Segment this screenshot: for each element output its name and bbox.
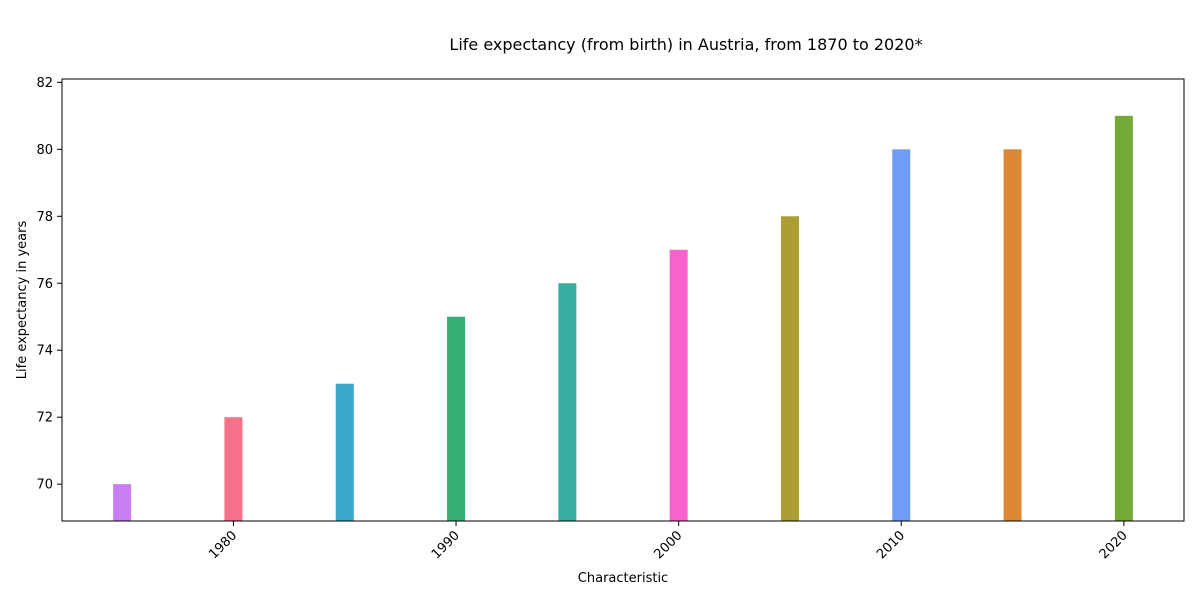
chart-title: Life expectancy (from birth) in Austria,…: [449, 35, 922, 54]
y-tick-label: 78: [36, 210, 53, 225]
x-axis-label: Characteristic: [578, 571, 668, 586]
bar-2000: [669, 249, 688, 522]
x-tick-label: 2020: [1097, 528, 1131, 562]
bar-1975: [113, 484, 132, 521]
y-tick-label: 80: [36, 143, 53, 158]
x-axis: 1980 1990 2000 2010 2020: [206, 521, 1131, 562]
y-axis-label: Life expectancy in years: [15, 221, 30, 380]
bar-2005: [780, 216, 799, 521]
y-tick-label: 70: [36, 478, 53, 493]
bars: [113, 115, 1133, 522]
y-tick-label: 72: [36, 411, 53, 426]
x-tick-label: 2010: [874, 528, 908, 562]
y-tick-label: 82: [36, 76, 53, 91]
y-tick-label: 76: [36, 277, 53, 292]
bar-2010: [892, 149, 911, 521]
bar-1995: [558, 283, 577, 521]
bar-1980: [224, 417, 243, 521]
x-tick-label: 1980: [206, 528, 240, 562]
y-axis: 70 72 74 76 78 80 82: [36, 76, 62, 493]
plot-frame: [61, 78, 1185, 522]
bar-2020: [1114, 115, 1133, 521]
y-tick-label: 74: [36, 344, 53, 359]
x-tick-label: 2000: [651, 528, 685, 562]
x-tick-label: 1990: [429, 528, 463, 562]
bar-1990: [447, 316, 466, 521]
bar-1985: [335, 383, 354, 521]
bar-2015: [1003, 149, 1022, 521]
